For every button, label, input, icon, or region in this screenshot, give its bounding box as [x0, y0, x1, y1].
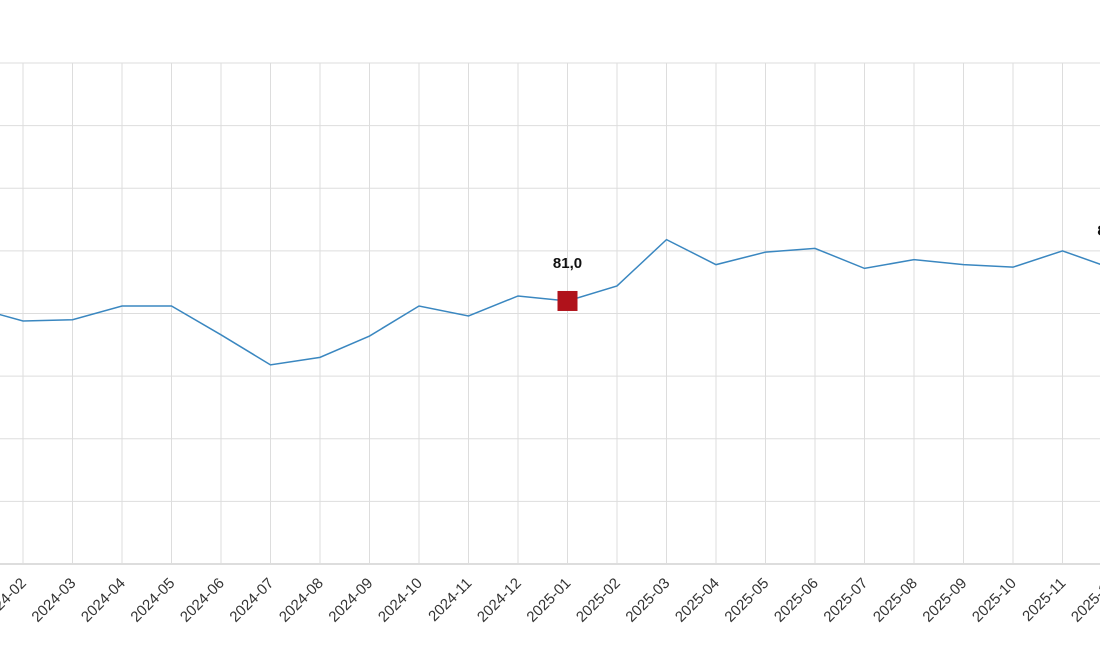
x-tick-label: 2024-04 [78, 575, 129, 626]
x-tick-label: 2025-06 [771, 575, 822, 626]
x-tick-label: 2025-07 [820, 575, 871, 626]
x-tick-label: 2024-10 [375, 575, 426, 626]
x-tick-label: 2025-11 [1019, 575, 1069, 625]
x-tick-label: 2024-07 [226, 575, 277, 626]
x-tick-label: 2025-05 [721, 575, 772, 626]
x-tick-label: 2024-11 [425, 575, 475, 625]
highlight-marker [557, 290, 578, 311]
data-label: 83,6 [1097, 222, 1100, 239]
x-tick-label: 2025-09 [919, 575, 970, 626]
x-tick-label: 2024-02 [0, 575, 30, 626]
x-tick-label: 2024-06 [177, 575, 228, 626]
x-tick-label: 2024-09 [325, 575, 376, 626]
x-tick-label: 2025-03 [622, 575, 673, 626]
x-tick-label: 2025-01 [523, 575, 574, 626]
x-tick-label: 2025-12 [1068, 575, 1100, 626]
x-tick-label: 2025-04 [672, 575, 723, 626]
x-tick-label: 2025-10 [969, 575, 1020, 626]
x-tick-label: 2024-05 [127, 575, 178, 626]
x-tick-label: 2024-08 [276, 575, 327, 626]
x-tick-label: 2025-02 [573, 575, 624, 626]
x-tick-label: 2024-03 [28, 575, 79, 626]
x-tick-label: 2024-12 [474, 575, 525, 626]
data-label: 81,0 [553, 255, 582, 272]
x-tick-label: 2025-08 [870, 575, 921, 626]
line-series [0, 238, 1100, 366]
